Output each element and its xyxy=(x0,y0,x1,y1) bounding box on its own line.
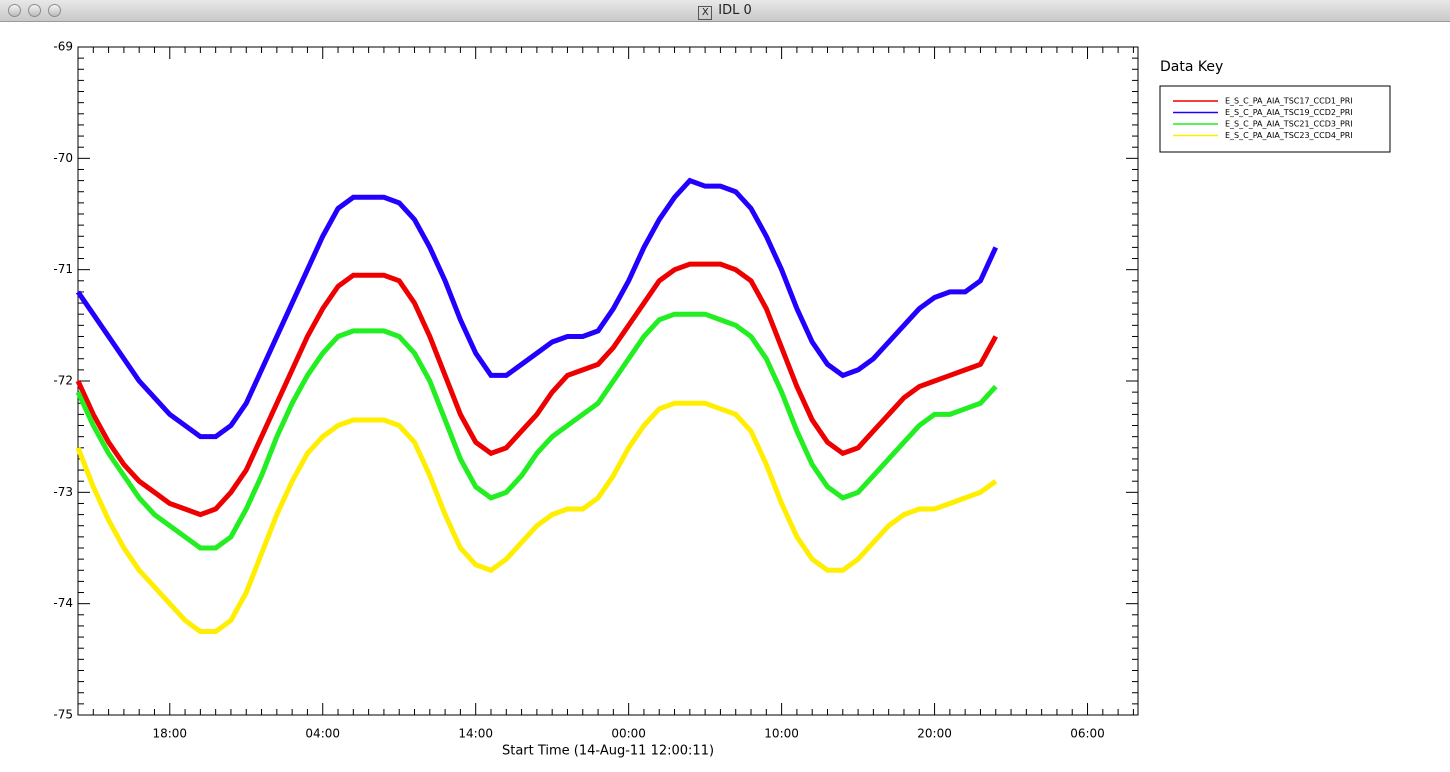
series-line xyxy=(75,261,998,518)
minimize-button[interactable] xyxy=(28,4,41,17)
window-title: IDL 0 xyxy=(718,3,752,18)
x-tick-label: 00:00 xyxy=(611,727,646,741)
legend-box xyxy=(1159,85,1391,153)
zoom-button[interactable] xyxy=(48,4,61,17)
x-tick-label: 18:00 xyxy=(152,727,187,741)
series-line xyxy=(75,311,998,551)
series-line xyxy=(75,177,999,440)
legend-label: E_S_C_PA_AIA_TSC17_CCD1_PRI xyxy=(1225,97,1353,106)
y-tick-label: -69 xyxy=(53,40,73,54)
legend-label: E_S_C_PA_AIA_TSC23_CCD4_PRI xyxy=(1225,131,1353,140)
x-tick-label: 20:00 xyxy=(917,727,952,741)
x-tick-label: 10:00 xyxy=(764,727,799,741)
title-bar: X IDL 0 xyxy=(0,0,1450,22)
y-tick-label: -71 xyxy=(53,262,73,276)
window-title-wrap: X IDL 0 xyxy=(0,3,1450,20)
legend-title: Data Key xyxy=(1160,59,1223,75)
y-tick-label: -72 xyxy=(53,374,73,388)
x-tick-label: 14:00 xyxy=(458,727,493,741)
legend-label: E_S_C_PA_AIA_TSC19_CCD2_PRI xyxy=(1225,108,1353,117)
x11-icon: X xyxy=(698,6,713,20)
y-tick-label: -70 xyxy=(53,151,73,165)
x-tick-label: 06:00 xyxy=(1070,727,1105,741)
y-tick-label: -75 xyxy=(53,708,73,722)
close-button[interactable] xyxy=(8,4,21,17)
y-tick-label: -74 xyxy=(53,596,73,610)
chart: Data Key Start Time (14-Aug-11 12:00:11)… xyxy=(53,40,1391,759)
x-axis-label: Start Time (14-Aug-11 12:00:11) xyxy=(502,744,714,759)
y-tick-label: -73 xyxy=(53,485,73,499)
legend-label: E_S_C_PA_AIA_TSC21_CCD3_PRI xyxy=(1225,120,1353,129)
series-line xyxy=(75,400,998,634)
plot-frame xyxy=(77,46,1139,716)
x-tick-label: 04:00 xyxy=(305,727,340,741)
